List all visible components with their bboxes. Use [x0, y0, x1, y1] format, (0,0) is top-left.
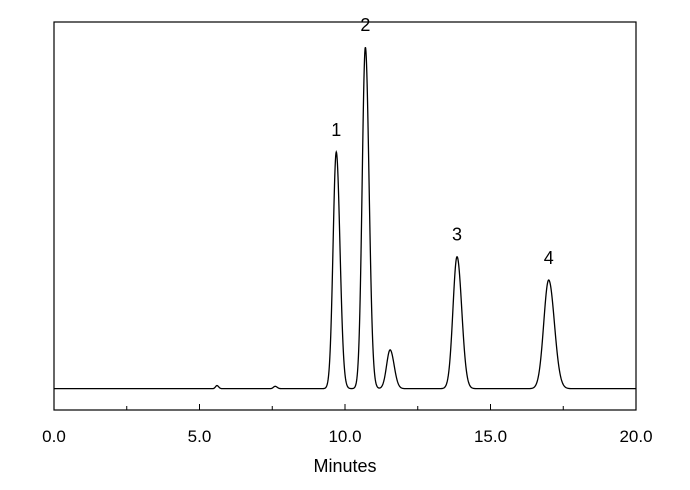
peak-labels: 1 2 3 4: [331, 15, 553, 268]
x-tick-label: 15.0: [474, 427, 507, 446]
x-tick-label: 20.0: [619, 427, 652, 446]
x-axis-title: Minutes: [313, 456, 376, 476]
x-tick-label: 0.0: [42, 427, 66, 446]
x-tick-label: 5.0: [188, 427, 212, 446]
peak-label-2: 2: [360, 15, 370, 35]
x-tick-label: 10.0: [328, 427, 361, 446]
plot-frame: [53, 21, 637, 411]
x-axis-tick-labels: 0.0 5.0 10.0 15.0 20.0: [42, 427, 652, 446]
peak-label-4: 4: [544, 248, 554, 268]
peak-label-3: 3: [452, 225, 462, 245]
x-axis-ticks: [53, 404, 637, 410]
chromatogram-trace: [54, 47, 636, 390]
peak-label-1: 1: [331, 120, 341, 140]
